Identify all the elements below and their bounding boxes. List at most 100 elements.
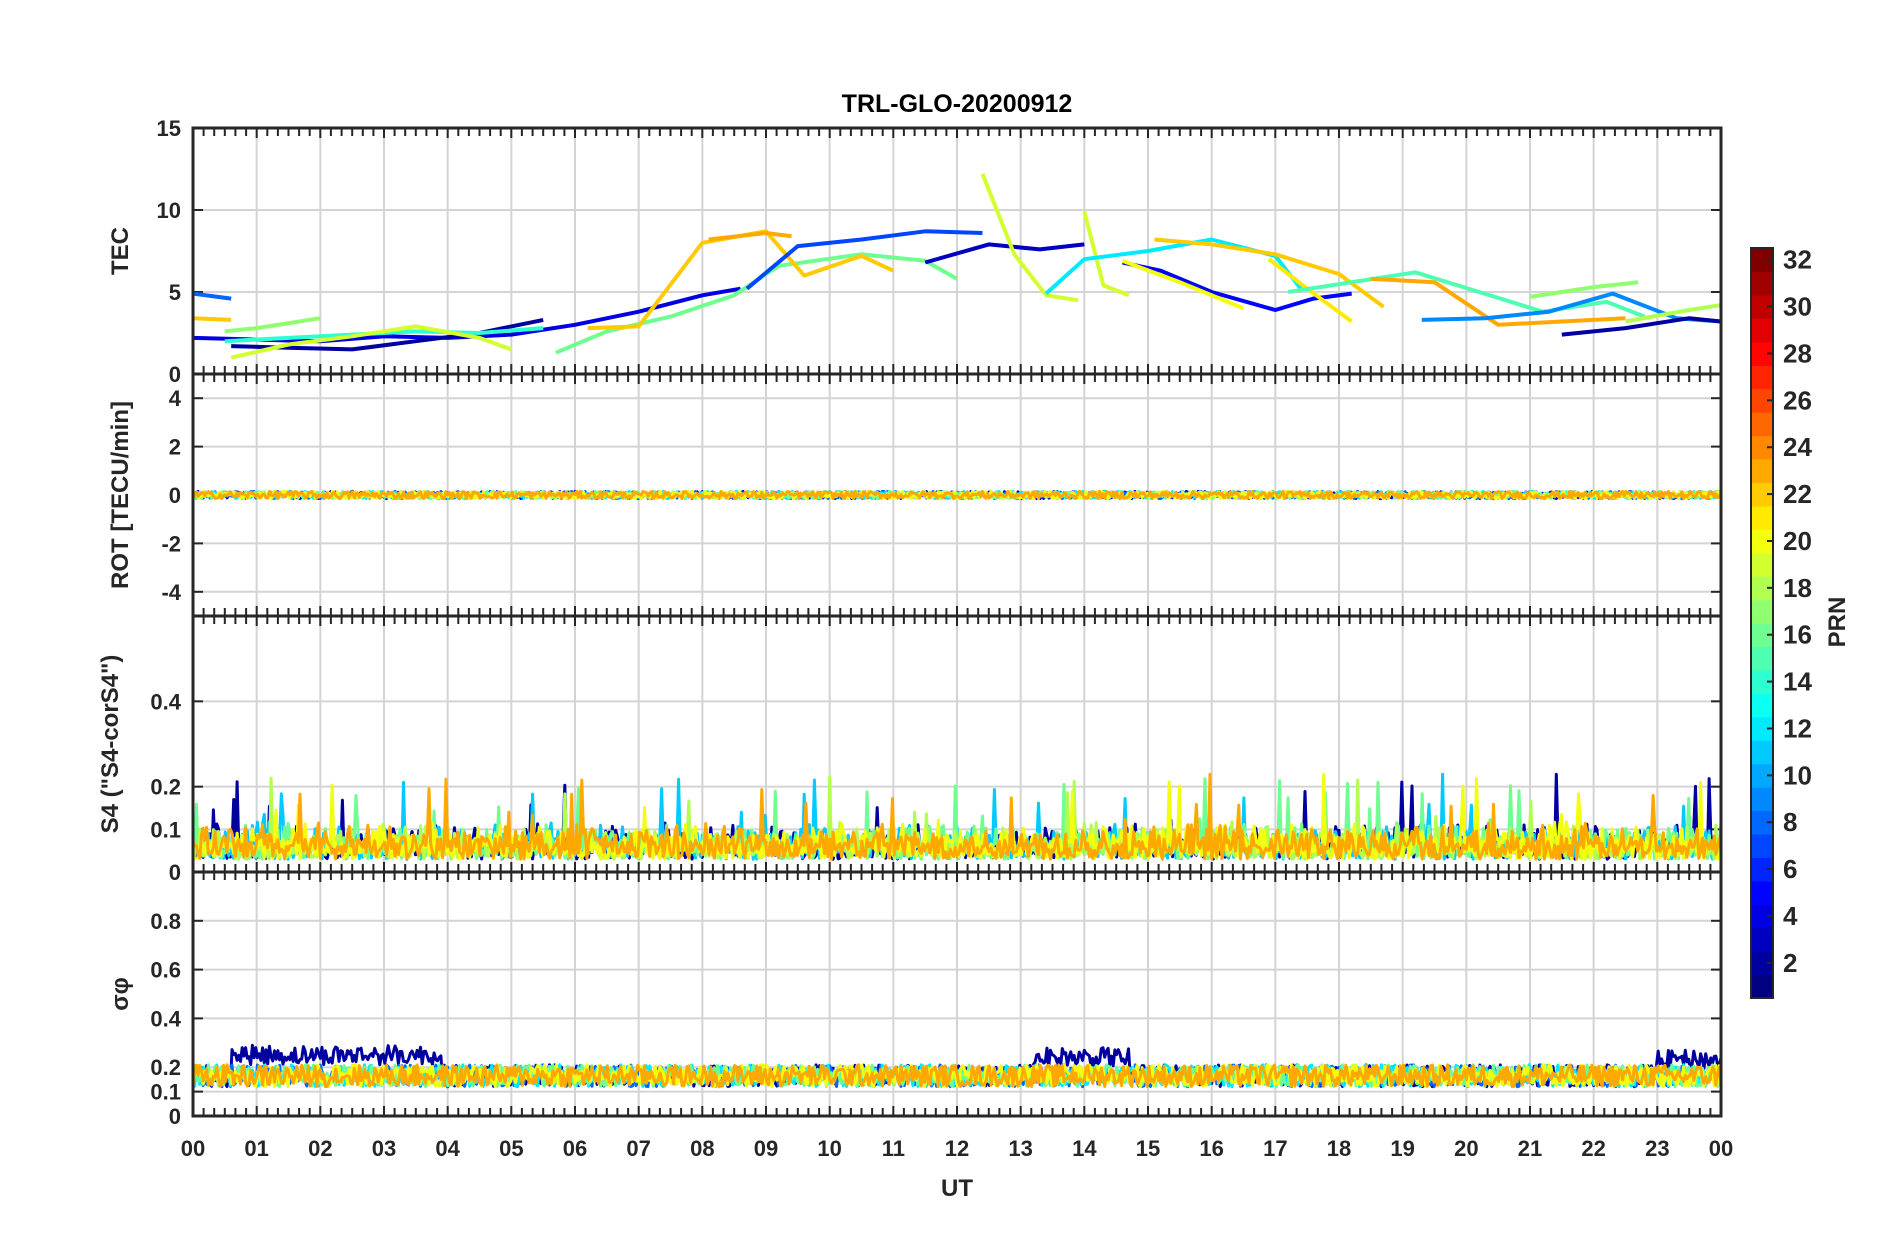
y-axis-label-s4: S4 ("S4-corS4") <box>97 655 124 834</box>
colorbar-segment <box>1751 365 1773 390</box>
colorbar-segment <box>1751 857 1773 882</box>
x-axis: 00 01 02 03 04 05 06 07 08 09 10 11 12 13 14 15 16 17 18 19… <box>181 1136 1733 1161</box>
series-line-prn-22 <box>1154 237 1385 309</box>
colorbar-segment <box>1751 927 1773 952</box>
series-line-prn-19 <box>1082 211 1130 298</box>
x-tick-label: 22 <box>1581 1136 1605 1161</box>
y-tick-label: 0 <box>169 860 181 885</box>
y-tick-label: 0.2 <box>150 775 181 800</box>
colorbar-segment <box>1751 482 1773 507</box>
colorbar-tick-label: 10 <box>1783 760 1812 790</box>
series-line-prn-23 <box>193 489 1721 501</box>
colorbar-segment <box>1751 740 1773 765</box>
x-axis-label: UT <box>941 1175 973 1202</box>
series-line-prn-2 <box>1561 316 1721 337</box>
x-tick-label: 09 <box>754 1136 778 1161</box>
colorbar-label: PRN <box>1824 597 1851 648</box>
x-tick-label: 17 <box>1263 1136 1287 1161</box>
colorbar-tick-label: 2 <box>1783 948 1797 978</box>
colorbar-tick-label: 14 <box>1783 667 1812 697</box>
colorbar-segment <box>1751 318 1773 343</box>
colorbar-segment <box>1751 341 1773 366</box>
data-layer <box>193 173 1721 360</box>
colorbar-segment <box>1751 505 1773 530</box>
y-tick-label: 0 <box>169 483 181 508</box>
chart-title: TRL-GLO-20200912 <box>842 90 1073 118</box>
y-tick-label: 0.1 <box>150 1080 181 1105</box>
colorbar-frame <box>1750 247 1774 999</box>
series-line-prn-17 <box>1529 280 1639 299</box>
colorbar-segment <box>1751 716 1773 741</box>
x-tick-label: 23 <box>1645 1136 1669 1161</box>
y-axis-label-tec: TEC <box>107 227 134 275</box>
x-tick-label: 04 <box>435 1136 460 1161</box>
y-tick-label: 0.4 <box>150 1006 181 1031</box>
data-layer <box>193 489 1721 501</box>
colorbar-segment <box>1751 833 1773 858</box>
colorbar-segment <box>1751 787 1773 812</box>
panel-tec: 0 5 10 15 <box>157 116 1723 387</box>
colorbar-segment <box>1751 248 1773 273</box>
series-line-prn-23 <box>193 1063 1721 1089</box>
x-tick-label: 07 <box>626 1136 650 1161</box>
colorbar-segment <box>1751 974 1773 999</box>
colorbar-segment <box>1751 576 1773 601</box>
colorbar-tick-label: 6 <box>1783 854 1797 884</box>
series-line-prn-22 <box>193 316 232 322</box>
x-tick-label: 13 <box>1008 1136 1032 1161</box>
colorbar-segment <box>1751 880 1773 905</box>
panel-rot: -4 -2 0 2 4 <box>161 372 1723 618</box>
colorbar-tick-label: 26 <box>1783 385 1812 415</box>
colorbar-segment <box>1751 271 1773 296</box>
y-tick-label: 0.1 <box>150 817 181 842</box>
colorbar-tick-label: 32 <box>1783 245 1812 275</box>
x-tick-label: 16 <box>1199 1136 1223 1161</box>
colorbar-tick-label: 24 <box>1783 432 1812 462</box>
colorbar-tick-label: 4 <box>1783 901 1798 931</box>
y-tick-label: -2 <box>161 531 181 556</box>
x-tick-label: 01 <box>244 1136 268 1161</box>
axes-frame <box>191 870 1723 1118</box>
series-line-prn-19 <box>980 173 1079 303</box>
series-line-prn-23 <box>708 231 792 242</box>
x-tick-label: 02 <box>308 1136 332 1161</box>
y-axis-label-sigma_phi: σφ <box>107 977 134 1011</box>
series-line-prn-12 <box>1044 237 1303 296</box>
colorbar-tick-label: 18 <box>1783 573 1812 603</box>
y-tick-label: -4 <box>161 580 181 605</box>
colorbar-segment <box>1751 810 1773 835</box>
colorbar-segment <box>1751 388 1773 413</box>
series-line-prn-23 <box>1370 276 1626 327</box>
colorbar-segment <box>1751 458 1773 483</box>
colorbar-segment <box>1751 646 1773 671</box>
colorbar-tick-label: 12 <box>1783 713 1812 743</box>
x-tick-label: 12 <box>945 1136 969 1161</box>
y-tick-label: 4 <box>169 386 182 411</box>
colorbar-segment <box>1751 904 1773 929</box>
x-tick-label: 14 <box>1072 1136 1097 1161</box>
series-line-prn-15 <box>1287 270 1646 319</box>
series-line-prn-23 <box>193 772 1721 861</box>
x-tick-label: 05 <box>499 1136 523 1161</box>
x-tick-label: 18 <box>1327 1136 1351 1161</box>
y-tick-label: 0.2 <box>150 1055 181 1080</box>
y-tick-label: 0.4 <box>150 689 181 714</box>
x-tick-label: 00 <box>1709 1136 1733 1161</box>
x-tick-label: 08 <box>690 1136 714 1161</box>
data-layer <box>193 1043 1721 1089</box>
colorbar-segment <box>1751 951 1773 976</box>
x-tick-label: 20 <box>1454 1136 1478 1161</box>
x-tick-label: 19 <box>1390 1136 1414 1161</box>
y-tick-label: 0 <box>169 362 181 387</box>
series-line-prn-7 <box>745 229 983 291</box>
series-line-prn-3 <box>924 242 1085 265</box>
colorbar-tick-label: 28 <box>1783 338 1812 368</box>
x-tick-label: 21 <box>1518 1136 1542 1161</box>
x-tick-label: 06 <box>563 1136 587 1161</box>
colorbar-segment <box>1751 623 1773 648</box>
series-line-prn-18 <box>1625 303 1721 324</box>
colorbar-tick-label: 16 <box>1783 620 1812 650</box>
y-tick-label: 0 <box>169 1104 181 1129</box>
